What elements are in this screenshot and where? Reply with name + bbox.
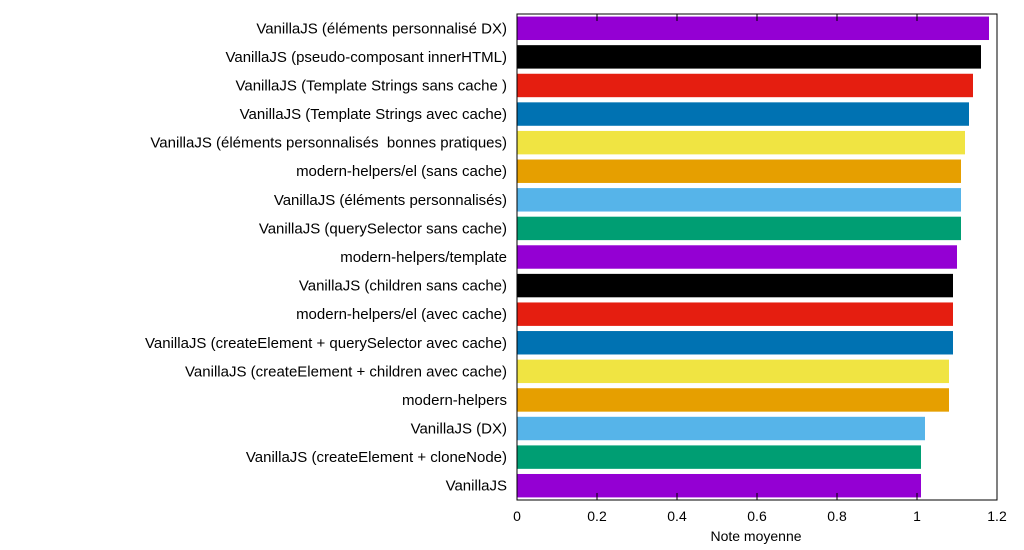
bar: [517, 188, 961, 212]
bar: [517, 73, 973, 98]
x-tick-label: 0.6: [747, 508, 767, 524]
x-tick-label: 0.8: [827, 508, 847, 524]
category-label: VanillaJS (Template Strings sans cache ): [235, 77, 507, 94]
category-label: modern-helpers: [402, 392, 507, 409]
category-label: VanillaJS (createElement + children avec…: [185, 363, 507, 380]
bar: [517, 445, 921, 469]
bar: [517, 16, 989, 41]
x-tick-label: 0.2: [587, 508, 607, 524]
category-label: VanillaJS (DX): [411, 421, 507, 438]
category-label: VanillaJS (éléments personnalisé DX): [256, 20, 507, 37]
category-label: VanillaJS (éléments personnalisés): [274, 192, 507, 209]
x-tick-label: 0.4: [667, 508, 687, 524]
bar: [517, 245, 957, 269]
x-tick-label: 1.2: [987, 508, 1007, 524]
category-label: modern-helpers/el (avec cache): [296, 306, 507, 323]
category-label: VanillaJS (pseudo-composant innerHTML): [225, 49, 507, 66]
bar: [517, 331, 953, 355]
category-labels-group: VanillaJS (éléments personnalisé DX) Vani…: [145, 20, 507, 494]
bar: [517, 216, 961, 241]
category-label: VanillaJS (createElement + cloneNode): [246, 449, 507, 466]
category-label: VanillaJS (Template Strings avec cache): [240, 106, 507, 123]
category-label: VanillaJS (querySelector sans cache): [259, 220, 507, 237]
bar: [517, 102, 969, 126]
bar: [517, 45, 981, 69]
bar: [517, 473, 921, 498]
bar: [517, 416, 925, 441]
x-axis-title: Note moyenne: [710, 528, 801, 544]
bar: [517, 159, 961, 183]
category-label: VanillaJS (createElement + querySelector…: [145, 335, 507, 352]
x-tick-label: 0: [513, 508, 521, 524]
category-label: VanillaJS (children sans cache): [299, 278, 507, 295]
category-label: modern-helpers/template: [340, 249, 507, 266]
category-label: VanillaJS: [446, 478, 507, 495]
bar: [517, 302, 953, 326]
bar: [517, 130, 965, 155]
bars-group: [517, 16, 989, 498]
bar: [517, 273, 953, 298]
category-label: VanillaJS (éléments personnalisés bonnes…: [150, 135, 507, 152]
category-label: modern-helpers/el (sans cache): [296, 163, 507, 180]
x-tick-label: 1: [913, 508, 921, 524]
bar: [517, 388, 949, 412]
x-ticks-group: 0 0.2 0.4 0.6 0.8 1 1.2: [513, 14, 1007, 524]
bar: [517, 359, 949, 384]
